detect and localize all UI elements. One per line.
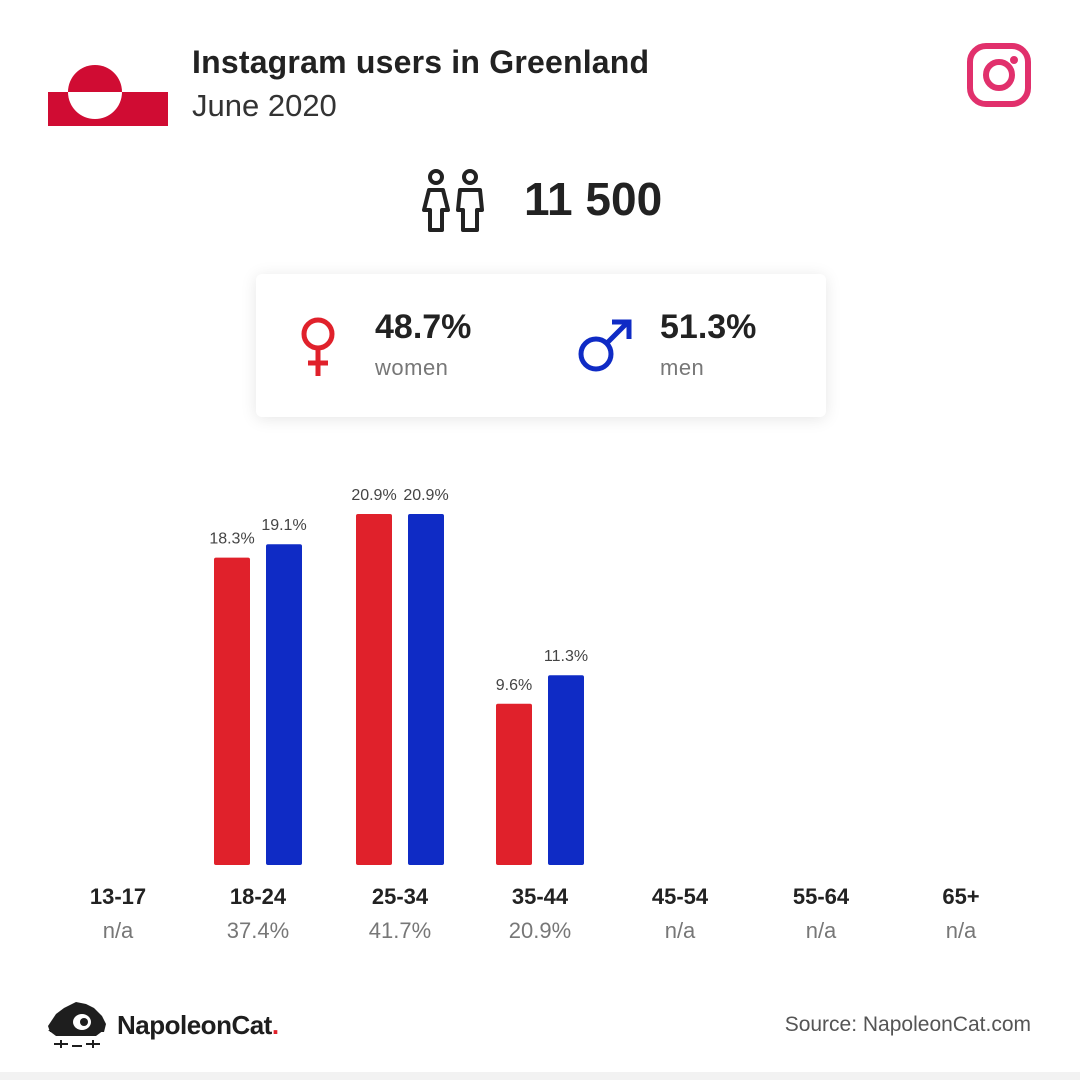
page-subtitle: June 2020	[192, 88, 337, 123]
bar-label-25-34-s1: 20.9%	[403, 487, 448, 504]
gender-split-card: 48.7% women 51.3% men	[256, 274, 826, 417]
bar-35-44-s1	[548, 675, 584, 865]
male-symbol-icon	[578, 319, 632, 372]
age-group-label: 18-24	[229, 884, 287, 909]
bar-25-34-s0	[356, 514, 392, 865]
women-label: women	[375, 355, 449, 380]
age-group-18-24: 18-24 37.4%	[188, 884, 328, 944]
age-group-share: n/a	[102, 918, 134, 943]
bar-label-25-34-s0: 20.9%	[351, 487, 396, 504]
total-users-value: 11 500	[524, 173, 663, 225]
age-group-label: 25-34	[371, 884, 429, 909]
age-group-55-64: 55-64 n/a	[751, 884, 891, 944]
source-text: Source: NapoleonCat.com	[784, 1013, 1031, 1036]
bar-25-34-s1	[408, 514, 444, 865]
age-gender-bar-chart: 18.3% 20.9% 9.6% 19.1% 20.9% 11.3%	[209, 487, 588, 865]
brand-name-text: NapoleonCat	[117, 1010, 272, 1040]
users-icon	[422, 169, 484, 232]
bar-label-18-24-s1: 19.1%	[261, 517, 306, 534]
instagram-logo-icon	[967, 43, 1031, 107]
bar-label-35-44-s1: 11.3%	[544, 648, 588, 665]
napoleoncat-logo-icon	[48, 1002, 106, 1048]
age-group-label: 65+	[942, 884, 980, 909]
age-group-45-54: 45-54 n/a	[610, 884, 750, 944]
female-symbol-icon	[301, 317, 335, 376]
age-group-label: 13-17	[89, 884, 147, 909]
age-group-share: 20.9%	[508, 918, 572, 943]
women-percentage: 48.7%	[375, 308, 472, 346]
age-group-share: 37.4%	[226, 918, 290, 943]
age-group-label: 45-54	[651, 884, 709, 909]
bottom-strip	[0, 1072, 1080, 1080]
men-percentage: 51.3%	[660, 308, 757, 346]
age-group-35-44: 35-44 20.9%	[470, 884, 610, 944]
page-title: Instagram users in Greenland	[192, 44, 650, 80]
age-group-share: n/a	[805, 918, 837, 943]
bar-35-44-s0	[496, 703, 532, 865]
bar-label-18-24-s0: 18.3%	[209, 531, 254, 548]
bar-label-35-44-s0: 9.6%	[496, 677, 532, 694]
brand-dot: .	[271, 1010, 279, 1040]
bar-18-24-s1	[266, 544, 302, 865]
age-group-label: 55-64	[792, 884, 850, 909]
age-group-65+: 65+ n/a	[891, 884, 1031, 944]
age-group-25-34: 25-34 41.7%	[330, 884, 470, 944]
men-label: men	[660, 355, 705, 380]
age-group-13-17: 13-17 n/a	[48, 884, 188, 944]
bar-18-24-s0	[214, 557, 250, 865]
age-group-share: n/a	[664, 918, 696, 943]
greenland-flag-icon	[48, 58, 168, 126]
age-group-share: 41.7%	[368, 918, 432, 943]
age-group-share: n/a	[945, 918, 977, 943]
age-group-label: 35-44	[511, 884, 569, 909]
brand-name: NapoleonCat.	[117, 1010, 279, 1041]
